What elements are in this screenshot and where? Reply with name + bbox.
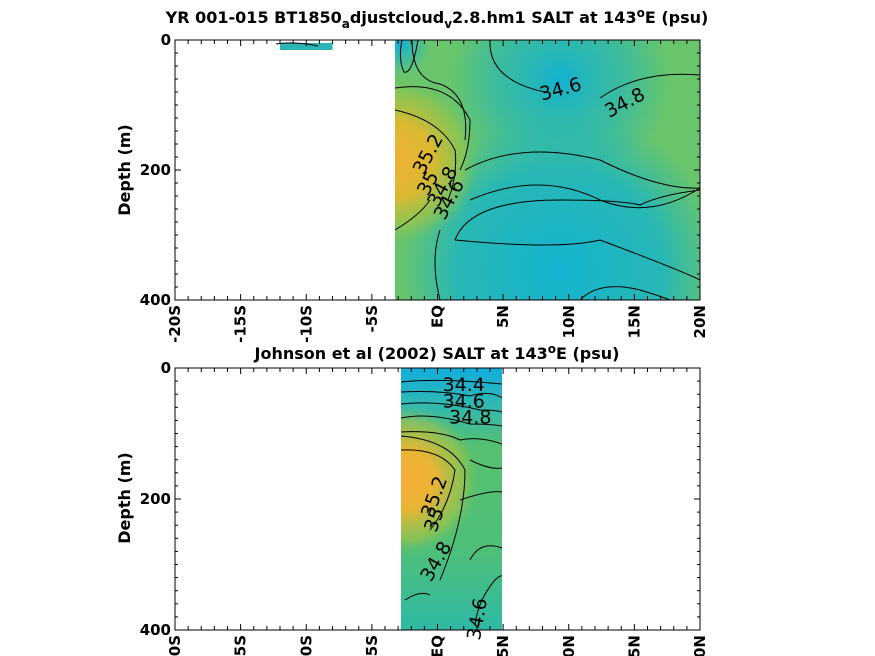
contour-line [599, 73, 700, 99]
plot-axes: -20S -15S -10S -5S EQ 5N 10N 15N 20N 0 200 400 [140, 31, 709, 343]
x-tick-label: 5N [494, 635, 512, 656]
contour-line [454, 189, 700, 241]
contour-line [401, 449, 456, 531]
x-tick-label: -15S [232, 305, 250, 343]
x-tick-label: 20N [691, 305, 709, 338]
contour-line [401, 435, 466, 581]
x-tick-label: 5N [494, 305, 512, 328]
x-tick-label: EQ [429, 305, 447, 328]
y-tick-label: 400 [140, 621, 171, 639]
contour-line [401, 415, 502, 427]
x-tick-label: 15N [625, 305, 643, 338]
contour-lines [401, 379, 502, 626]
contour-label: 34.6 [443, 390, 485, 412]
contour-line [474, 575, 502, 626]
plot-axes: -20S -15S -10S -5S EQ 5N 10N 15N 20N 0 200 400 [140, 359, 709, 656]
contour-line [459, 491, 502, 501]
contour-line [395, 199, 431, 231]
contour-line [579, 286, 671, 300]
x-tick-label: -10S [297, 305, 315, 343]
contour-line [469, 545, 502, 561]
contour-line [489, 40, 546, 93]
contour-line [401, 379, 502, 385]
contour-line [454, 239, 700, 281]
y-tick-label: 0 [161, 359, 171, 377]
y-axis-label: Depth (m) [115, 452, 134, 544]
contour-line [464, 151, 700, 189]
x-tick-label: -20S [166, 635, 184, 656]
bottom-panel: Johnson et al (2002) SALT at 143oE (psu)… [115, 342, 709, 656]
contour-line [401, 391, 502, 399]
contour-label: 34.8 [449, 407, 491, 429]
y-tick-label: 200 [140, 161, 171, 179]
y-axis-label: Depth (m) [115, 124, 134, 216]
contour-line [434, 229, 441, 300]
top-panel: YR 001-015 BT1850adjustcloudv2.8.hm1 SAL… [115, 6, 709, 343]
y-tick-label: 200 [140, 490, 171, 508]
x-tick-label: EQ [429, 635, 447, 656]
contour-line [401, 402, 502, 413]
x-tick-label: 10N [560, 305, 578, 338]
y-tick-label: 400 [140, 291, 171, 309]
contour-line [399, 40, 419, 73]
contour-line [469, 184, 700, 209]
heatmap-field [395, 40, 700, 300]
x-tick-label: 15N [625, 635, 643, 656]
chart-title: YR 001-015 BT1850adjustcloudv2.8.hm1 SAL… [165, 6, 709, 31]
x-tick-label: -5S [363, 635, 381, 656]
x-tick-label: -5S [363, 305, 381, 332]
contour-line [401, 431, 502, 445]
chart-title: Johnson et al (2002) SALT at 143oE (psu) [254, 342, 620, 363]
x-tick-label: 20N [691, 635, 709, 656]
x-tick-label: -10S [297, 635, 315, 656]
x-tick-label: 10N [560, 635, 578, 656]
surface-patch [280, 43, 333, 50]
x-tick-label: -15S [232, 635, 250, 656]
contour-line [469, 459, 502, 469]
y-tick-label: 0 [161, 31, 171, 49]
heatmap-field [401, 368, 502, 630]
contour-line [404, 592, 431, 601]
contour-line [411, 40, 467, 141]
contour-lines [395, 40, 700, 300]
x-tick-label: -20S [166, 305, 184, 343]
surface-patch-edge [275, 42, 319, 47]
contour-line [395, 109, 457, 201]
contour-line [395, 86, 471, 171]
contour-label: 34.4 [443, 374, 485, 396]
